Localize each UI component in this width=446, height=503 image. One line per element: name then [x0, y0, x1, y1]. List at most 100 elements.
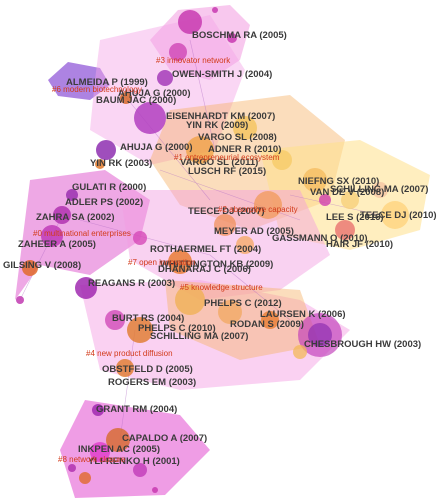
hull-knowledge-structure	[80, 280, 350, 390]
node[interactable]	[254, 191, 282, 219]
ref-label: BURT RS (2004)	[112, 313, 184, 324]
ref-label: SCHILLING MA (2007)	[150, 331, 248, 342]
node[interactable]	[16, 296, 24, 304]
ref-label: ALMEIDA P (1999)	[66, 77, 148, 88]
node[interactable]	[95, 159, 105, 169]
ref-label: INKPEN AC (2005)	[78, 444, 160, 455]
ref-label: GRANT RM (2004)	[96, 404, 177, 415]
node[interactable]	[105, 310, 125, 330]
ref-label: ZAHRA SA (2002)	[36, 212, 114, 223]
node[interactable]	[186, 136, 214, 164]
ref-label: VARGO SL (2011)	[180, 157, 258, 168]
node[interactable]	[127, 317, 153, 343]
ref-label: AHUJA G (2000)	[120, 142, 193, 153]
cluster-label: #6 modern biotechnology	[52, 85, 142, 94]
node[interactable]	[96, 140, 116, 160]
ref-label: YIN RK (2009)	[186, 120, 248, 131]
ref-label: ROGERS EM (2003)	[108, 377, 196, 388]
node[interactable]	[133, 463, 147, 477]
node[interactable]	[66, 189, 78, 201]
node[interactable]	[308, 323, 332, 347]
node[interactable]	[233, 116, 257, 140]
cluster-label: #3 innovator network	[156, 56, 231, 65]
node[interactable]	[75, 277, 97, 299]
ref-label: HAIR JF (2010)	[326, 239, 393, 250]
ref-label: AHUJA G (2000)	[118, 88, 191, 99]
node[interactable]	[92, 404, 104, 416]
node[interactable]	[335, 220, 355, 240]
node[interactable]	[53, 206, 71, 224]
ref-label: EISENHARDT KM (2007)	[166, 111, 275, 122]
cluster-label: #7 open innovation	[128, 258, 196, 267]
node[interactable]	[79, 472, 91, 484]
ref-label: ROTHAERMEL FT (2004)	[150, 244, 261, 255]
ref-label: LUSCH RF (2015)	[188, 166, 266, 177]
node[interactable]	[133, 231, 147, 245]
ref-label: ZAHEER A (2005)	[18, 239, 96, 250]
ref-label: TEECE DJ (2010)	[360, 210, 437, 221]
node[interactable]	[152, 487, 158, 493]
cluster-label: #1 entrepreneurial ecosystem	[174, 153, 280, 162]
ref-label: CAPALDO A (2007)	[122, 433, 207, 444]
ref-label: NIEFNG SX (2010)	[298, 176, 379, 187]
node[interactable]	[157, 70, 173, 86]
node[interactable]	[381, 201, 409, 229]
node[interactable]	[41, 225, 63, 247]
cluster-labels: #3 innovator network #6 modern biotechno…	[33, 56, 298, 464]
hull-network-closure	[60, 400, 210, 498]
node[interactable]	[134, 102, 166, 134]
ref-label: OBSTFELD D (2005)	[102, 364, 193, 375]
hull-open-innovation	[120, 190, 330, 300]
ref-label: DHANARAJ C (2006)	[158, 264, 251, 275]
ref-label: GILSING V (2008)	[3, 260, 81, 271]
node[interactable]	[236, 236, 254, 254]
ref-label: SCHILLING MA (2007)	[330, 184, 428, 195]
cluster-label: #2 absorptive capacity	[218, 205, 298, 214]
node[interactable]	[169, 43, 187, 61]
ref-label: RODAN S (2009)	[230, 319, 304, 330]
node[interactable]	[212, 7, 218, 13]
node[interactable]	[272, 150, 292, 170]
node[interactable]	[303, 168, 327, 192]
node[interactable]	[90, 442, 110, 462]
node[interactable]	[293, 345, 307, 359]
ref-label: PHELPS C (2012)	[204, 298, 282, 309]
node[interactable]	[168, 250, 192, 274]
node[interactable]	[261, 311, 279, 329]
ref-label: GASSMANN O (2010)	[272, 233, 368, 244]
hull-innovator-network	[150, 5, 250, 80]
node[interactable]	[372, 182, 388, 198]
ref-label: REAGANS R (2003)	[88, 278, 175, 289]
node[interactable]	[214, 214, 236, 236]
hull-multinational	[15, 170, 150, 300]
reference-labels: BOSCHMA RA (2005) OWEN-SMITH J (2004) BA…	[3, 30, 437, 467]
node[interactable]	[227, 33, 237, 43]
cluster-label: #5 knowledge structure	[180, 283, 263, 292]
ref-label: YIN RK (2003)	[90, 158, 152, 169]
ref-label: VARGO SL (2008)	[198, 132, 277, 143]
ref-label: GULATI R (2000)	[72, 182, 146, 193]
cluster-label: #0 multinational enterprises	[33, 229, 131, 238]
node[interactable]	[68, 464, 76, 472]
node[interactable]	[106, 428, 130, 452]
node[interactable]	[116, 359, 134, 377]
ref-label: ADNER R (2010)	[208, 144, 281, 155]
node[interactable]	[120, 92, 132, 104]
node[interactable]	[218, 300, 242, 324]
node[interactable]	[178, 10, 202, 34]
hull-innovator-network-2	[90, 15, 245, 165]
node[interactable]	[175, 285, 205, 315]
node[interactable]	[341, 191, 359, 209]
ref-label: OWEN-SMITH J (2004)	[172, 69, 272, 80]
ref-label: VAN DE V (2008)	[310, 187, 384, 198]
node[interactable]	[319, 194, 331, 206]
ref-label: BAUM JAC (2000)	[96, 95, 176, 106]
nodes	[16, 7, 409, 493]
ref-label: PHELPS C (2010)	[138, 323, 216, 334]
node[interactable]	[22, 260, 38, 276]
ref-label: YLI-RENKO H (2001)	[88, 456, 180, 467]
ref-label: CHESBROUGH HW (2003)	[304, 339, 421, 350]
cluster-label: #8 network closure	[58, 455, 126, 464]
